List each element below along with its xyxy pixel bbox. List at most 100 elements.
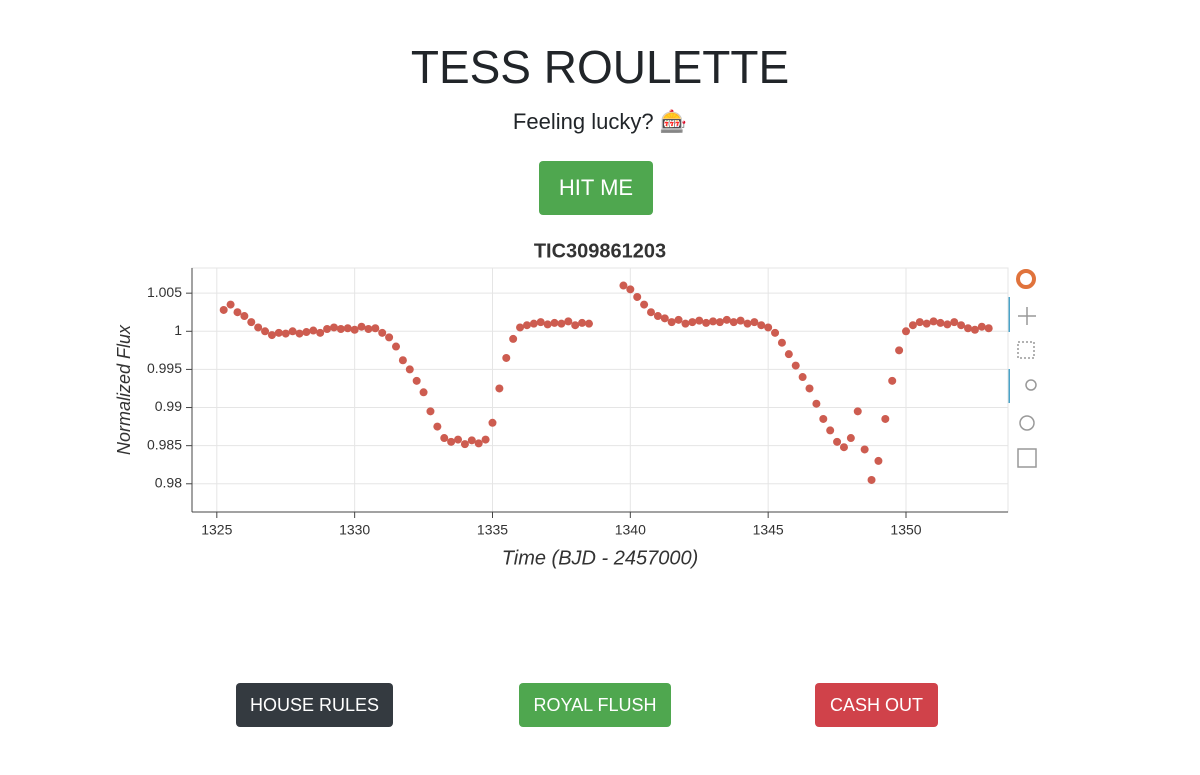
data-point	[261, 327, 270, 336]
data-point	[950, 318, 959, 327]
data-point	[798, 373, 807, 382]
data-point	[957, 321, 966, 330]
data-point	[516, 323, 525, 332]
data-point	[709, 317, 718, 326]
data-point	[578, 318, 587, 327]
data-point	[777, 338, 786, 347]
hit-button[interactable]: HIT ME	[539, 161, 653, 215]
data-point	[433, 422, 442, 431]
data-point	[771, 328, 780, 337]
data-point	[895, 346, 904, 355]
data-point	[543, 320, 552, 329]
chart-title: TIC309861203	[534, 240, 666, 262]
data-point	[722, 315, 731, 324]
data-point	[929, 317, 938, 326]
data-point	[267, 331, 276, 340]
data-point	[426, 407, 435, 416]
x-axis-label: Time (BJD - 2457000)	[502, 547, 699, 569]
data-point	[715, 318, 724, 327]
data-point	[329, 323, 338, 332]
data-point	[240, 312, 249, 321]
data-point	[729, 318, 738, 327]
data-point	[529, 319, 538, 328]
reset-tool[interactable]	[1019, 415, 1035, 431]
data-point	[343, 324, 352, 333]
x-tick-label: 1340	[615, 522, 646, 538]
x-tick-label: 1350	[890, 522, 921, 538]
data-point	[336, 325, 345, 333]
data-point	[495, 384, 504, 393]
data-point	[688, 318, 697, 327]
data-point	[681, 319, 690, 328]
x-tick-label: 1335	[477, 522, 508, 538]
plot-area	[191, 267, 1009, 513]
data-point	[447, 437, 456, 446]
data-point	[584, 319, 593, 328]
data-point	[557, 319, 566, 328]
data-point	[247, 318, 256, 327]
data-point	[902, 327, 910, 336]
data-point	[219, 305, 228, 314]
data-point	[647, 308, 655, 317]
data-point	[826, 426, 835, 435]
data-point	[309, 326, 318, 335]
data-point	[412, 376, 421, 385]
box-zoom-tool[interactable]	[1017, 341, 1035, 359]
data-point	[323, 325, 332, 333]
data-point	[881, 414, 890, 423]
page-title: TESS ROULETTE	[410, 41, 790, 93]
chart: TIC309861203 Time (BJD - 2457000) Normal…	[114, 240, 1037, 569]
data-point	[819, 414, 828, 423]
data-point	[640, 300, 649, 309]
pan-tool[interactable]	[1018, 307, 1036, 325]
data-point	[454, 435, 463, 444]
toolbar	[1008, 269, 1037, 468]
data-point	[460, 440, 469, 449]
data-point	[970, 325, 979, 334]
data-point	[764, 323, 773, 332]
data-point	[467, 436, 476, 445]
data-point	[274, 328, 283, 337]
data-point	[233, 308, 242, 317]
save-tool[interactable]	[1017, 448, 1037, 468]
data-point	[888, 376, 897, 385]
data-point	[743, 319, 752, 328]
data-point	[750, 318, 759, 327]
data-point	[502, 353, 511, 362]
data-point	[674, 315, 683, 324]
cash-out-button[interactable]: CASH OUT	[815, 683, 938, 727]
x-tick-label: 1325	[201, 522, 232, 538]
data-point	[784, 350, 793, 359]
bokeh-logo[interactable]	[1016, 269, 1036, 289]
y-axis-label: Normalized Flux	[114, 324, 134, 455]
data-point	[846, 434, 855, 443]
royal-flush-button[interactable]: ROYAL FLUSH	[519, 683, 671, 727]
data-point	[839, 443, 848, 452]
data-point	[633, 292, 642, 301]
data-point	[736, 316, 745, 325]
data-point	[964, 324, 973, 333]
data-point	[571, 321, 580, 330]
data-point	[254, 323, 263, 332]
data-point	[860, 445, 869, 454]
data-point	[943, 320, 952, 329]
data-point	[936, 318, 945, 327]
wheel-zoom-tool[interactable]	[1025, 379, 1037, 391]
data-point	[564, 317, 573, 326]
house-rules-button[interactable]: HOUSE RULES	[236, 683, 393, 727]
data-point	[915, 318, 924, 327]
subtitle: Feeling lucky? 🎰	[512, 109, 688, 134]
data-point	[295, 329, 304, 338]
data-point	[791, 361, 800, 370]
data-point	[626, 285, 635, 294]
data-point	[405, 365, 414, 374]
data-point	[667, 318, 676, 327]
data-point	[805, 384, 814, 393]
data-point	[908, 321, 917, 330]
data-point	[922, 319, 931, 328]
data-point	[977, 322, 986, 331]
data-point	[440, 434, 449, 443]
data-point	[509, 334, 518, 343]
data-point	[757, 321, 766, 330]
